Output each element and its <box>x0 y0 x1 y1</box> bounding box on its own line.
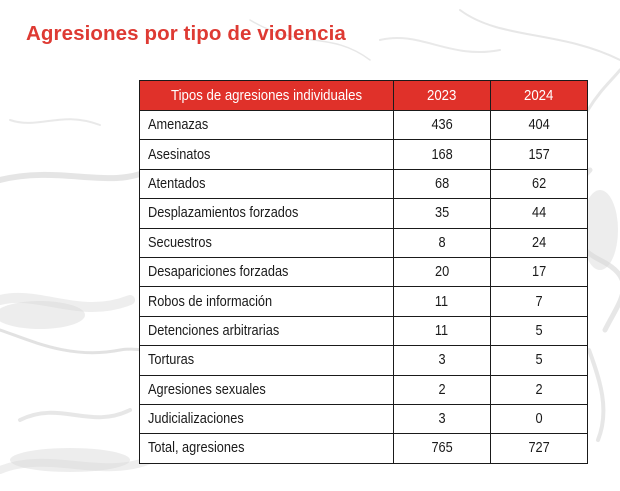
table-row: Desplazamientos forzados 35 44 <box>139 198 589 229</box>
row-value-2024: 24 <box>489 227 589 258</box>
row-value-2023: 3 <box>392 403 491 435</box>
table-row: Amenazas 436 404 <box>139 109 589 141</box>
row-value-2024: 5 <box>489 315 589 347</box>
table-row: Robos de información 11 7 <box>139 286 589 317</box>
header-2023: 2023 <box>392 80 491 111</box>
row-value-2024: 0 <box>489 403 589 435</box>
row-value-2023: 11 <box>392 315 491 347</box>
row-value-2024: 62 <box>489 168 589 200</box>
row-value-2023: 68 <box>392 168 491 200</box>
row-value-2023: 168 <box>392 139 491 170</box>
row-type: Secuestros <box>139 227 394 258</box>
table-row: Torturas 3 5 <box>139 345 589 376</box>
row-value-2024: 7 <box>489 286 589 317</box>
row-value-2023: 11 <box>392 286 491 317</box>
table-row: Detenciones arbitrarias 11 5 <box>139 315 589 347</box>
row-value-2023: 20 <box>392 256 491 288</box>
row-type: Asesinatos <box>139 139 394 170</box>
table-row: Secuestros 8 24 <box>139 227 589 258</box>
row-value-2024: 2 <box>489 374 589 405</box>
row-value-2023: 3 <box>392 345 491 376</box>
row-type: Atentados <box>139 168 394 200</box>
row-value-2023: 8 <box>392 227 491 258</box>
row-value-2023: 35 <box>392 198 491 229</box>
table-row: Judicializaciones 3 0 <box>139 403 589 435</box>
row-value-2023: 2 <box>392 374 491 405</box>
total-label: Total, agresiones <box>139 433 394 464</box>
row-type: Desapariciones forzadas <box>139 256 394 288</box>
header-2024: 2024 <box>489 80 589 111</box>
row-value-2024: 44 <box>489 198 589 229</box>
row-type: Judicializaciones <box>139 403 394 435</box>
violence-types-table: Tipos de agresiones individuales 2023 20… <box>139 80 589 464</box>
table-header-row: Tipos de agresiones individuales 2023 20… <box>139 80 589 111</box>
table-row: Asesinatos 168 157 <box>139 139 589 170</box>
total-value-2024: 727 <box>489 433 589 464</box>
table-row: Atentados 68 62 <box>139 168 589 200</box>
total-value-2023: 765 <box>392 433 491 464</box>
header-type: Tipos de agresiones individuales <box>139 80 394 111</box>
row-type: Desplazamientos forzados <box>139 198 394 229</box>
row-value-2024: 17 <box>489 256 589 288</box>
row-type: Detenciones arbitrarias <box>139 315 394 347</box>
row-type: Amenazas <box>139 109 394 141</box>
row-value-2024: 157 <box>489 139 589 170</box>
row-value-2024: 5 <box>489 345 589 376</box>
table-row: Desapariciones forzadas 20 17 <box>139 256 589 288</box>
row-type: Agresiones sexuales <box>139 374 394 405</box>
row-value-2023: 436 <box>392 109 491 141</box>
page-title: Agresiones por tipo de violencia <box>26 22 346 45</box>
table-row: Agresiones sexuales 2 2 <box>139 374 589 405</box>
row-value-2024: 404 <box>489 109 589 141</box>
table-total-row: Total, agresiones 765 727 <box>139 433 589 464</box>
row-type: Torturas <box>139 345 394 376</box>
row-type: Robos de información <box>139 286 394 317</box>
